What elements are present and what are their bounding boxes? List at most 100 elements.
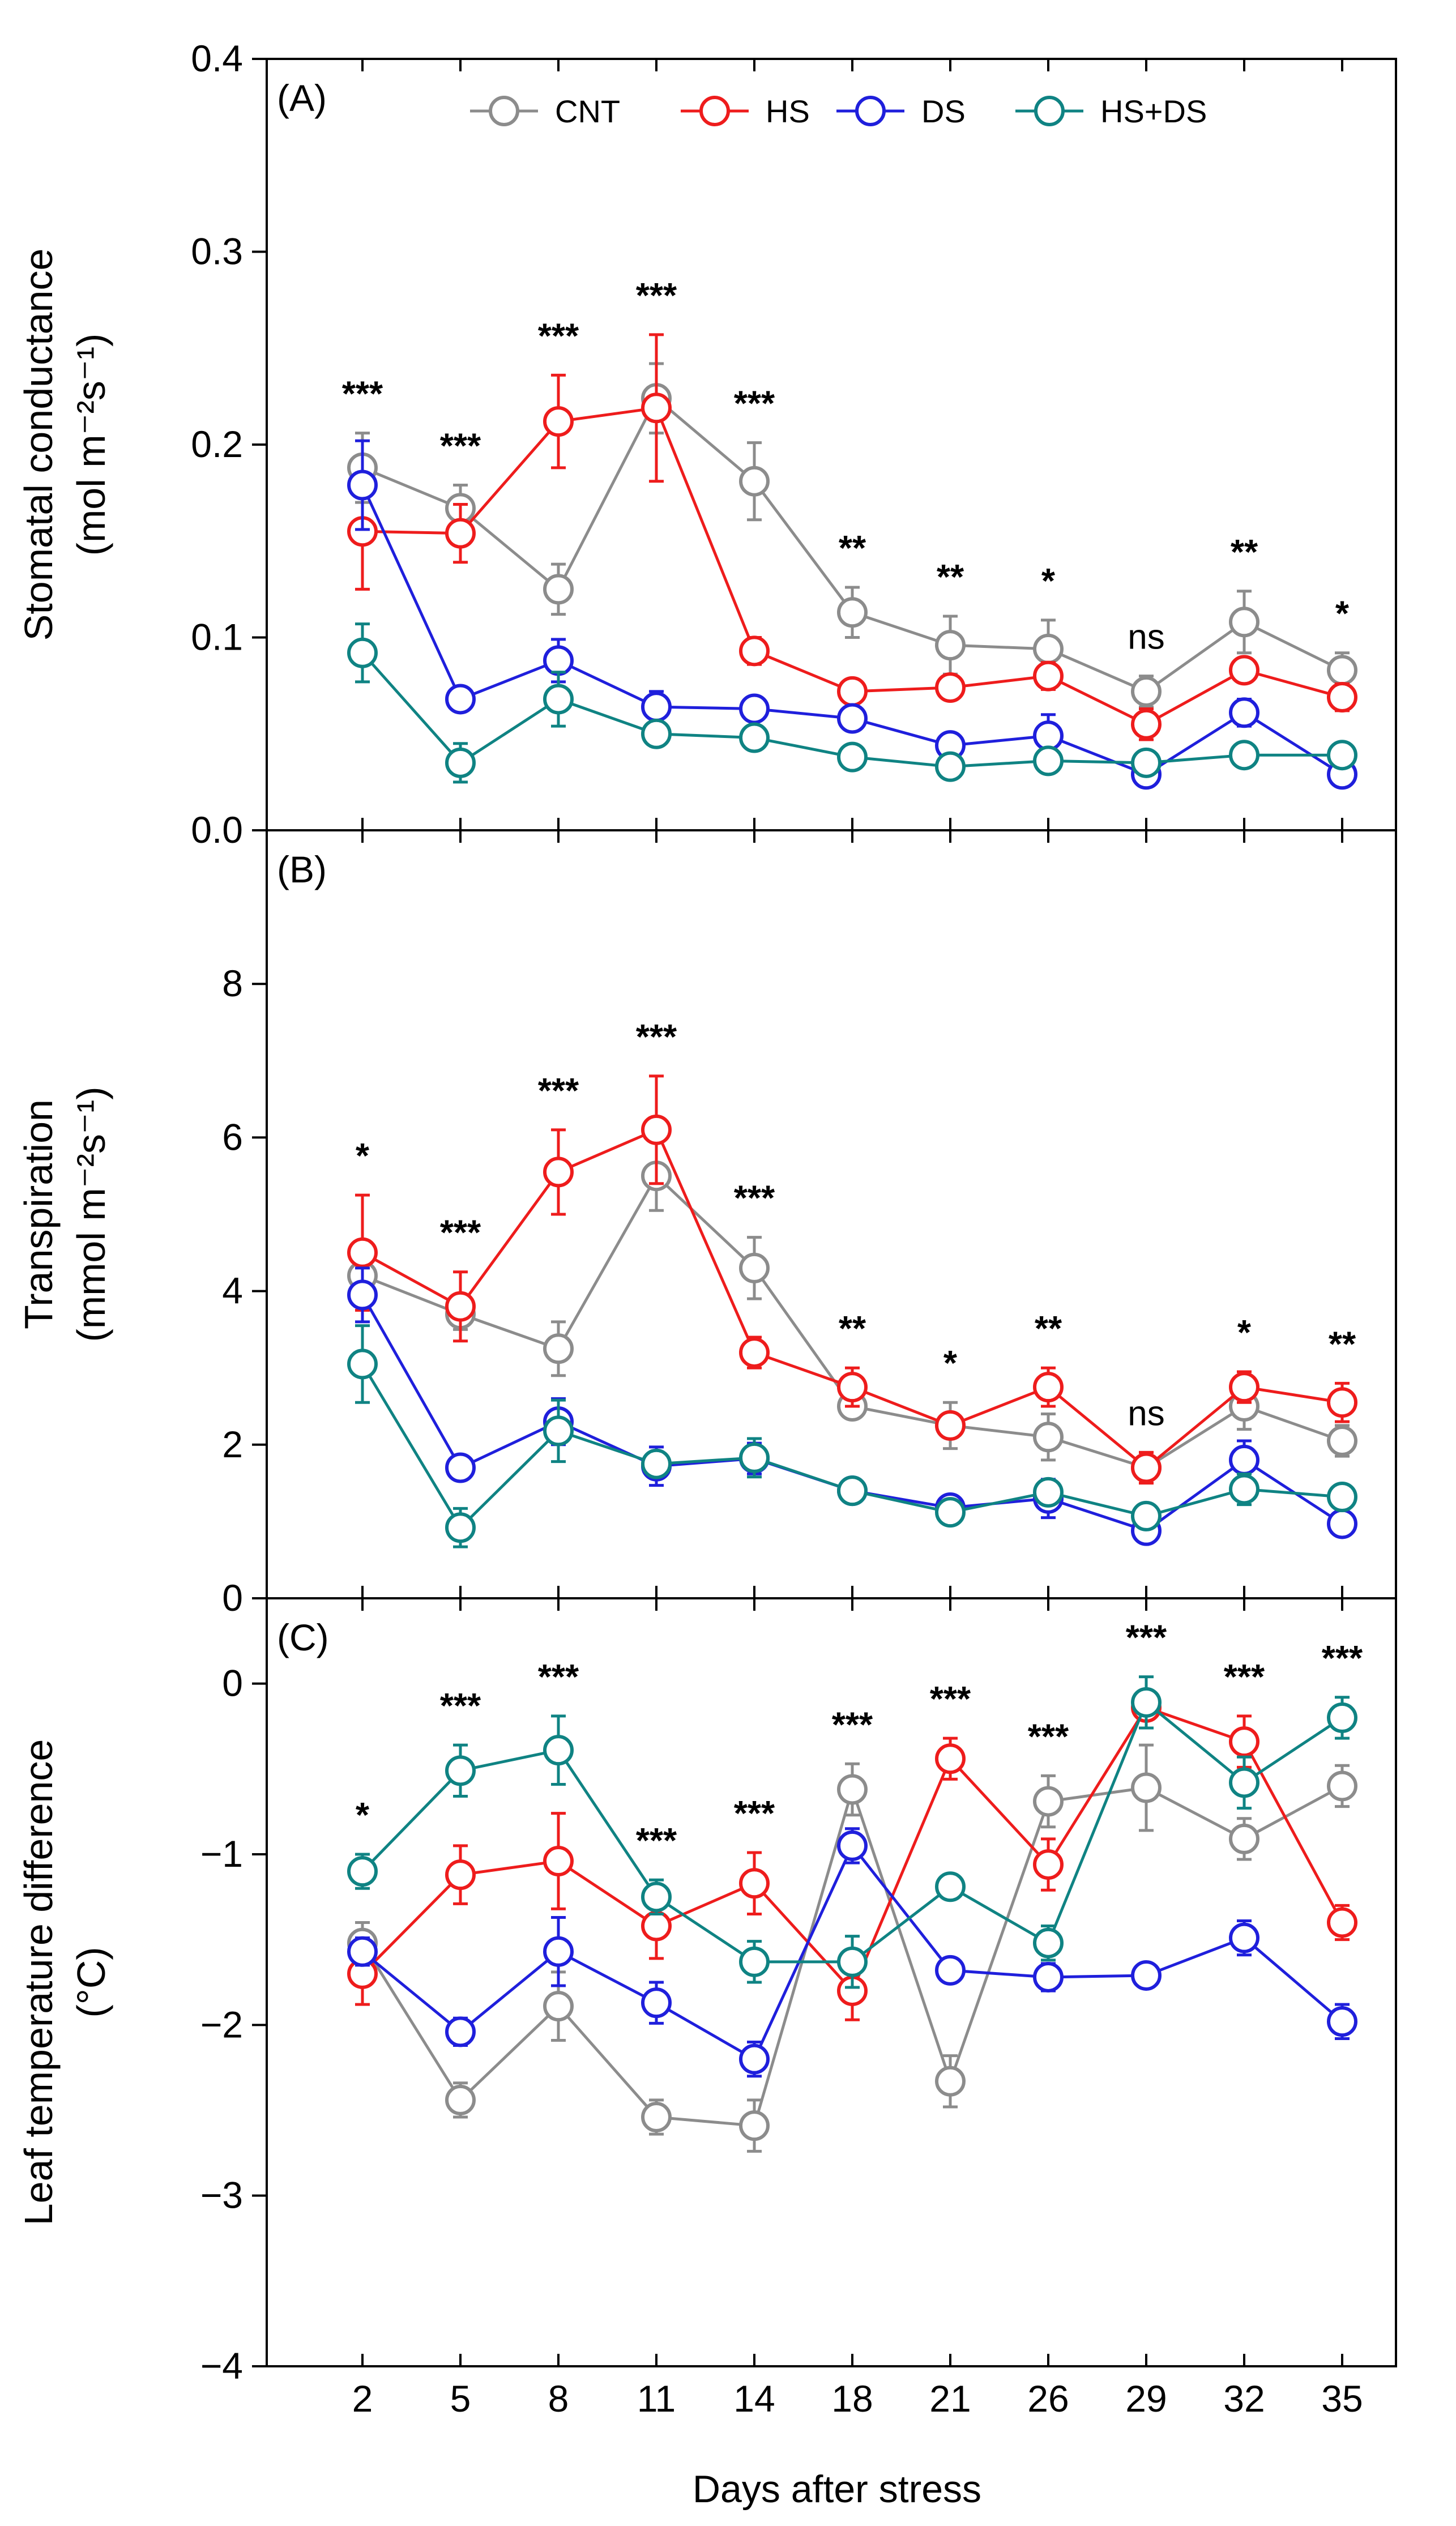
- data-point: [935, 1743, 966, 1774]
- significance-label: ***: [538, 1658, 579, 1697]
- data-point: [641, 1881, 672, 1913]
- legend-item-HS: HS: [681, 93, 810, 129]
- data-point: [739, 2110, 770, 2141]
- y-tick-label: 0: [222, 1662, 243, 1704]
- significance-label: *: [1335, 595, 1350, 634]
- y-axis-units: (mmol m⁻²s⁻¹): [69, 1086, 113, 1342]
- data-point: [1033, 1372, 1064, 1403]
- series-HS: [347, 333, 1357, 741]
- data-point: [347, 637, 378, 668]
- data-point: [445, 1859, 476, 1891]
- significance-label: ***: [538, 1072, 579, 1111]
- data-point: [445, 1755, 476, 1786]
- data-point: [1327, 1387, 1357, 1418]
- data-point: [543, 1991, 574, 2022]
- data-point: [543, 1333, 574, 1364]
- data-point: [837, 1475, 868, 1507]
- data-point: [1131, 1687, 1162, 1718]
- data-point: [445, 684, 476, 715]
- y-axis-title: Transpiration: [16, 1099, 61, 1329]
- y-tick-label: −1: [200, 1833, 243, 1875]
- data-point: [837, 703, 868, 734]
- panel-2: −4 −3 −2 −1 0 (C) Leaf temperature difference(…: [16, 1597, 1397, 2387]
- legend-marker: [1034, 96, 1065, 126]
- x-tick-label: 14: [733, 2378, 775, 2420]
- data-point: [1131, 747, 1162, 778]
- data-point: [1033, 1849, 1064, 1880]
- legend-label: DS: [921, 93, 966, 129]
- data-point: [1229, 1726, 1259, 1757]
- data-point: [445, 2084, 476, 2115]
- data-point: [935, 630, 966, 661]
- data-point: [1327, 1770, 1357, 1802]
- data-point: [347, 1279, 378, 1311]
- significance-label: ***: [734, 1179, 775, 1218]
- data-point: [837, 1372, 868, 1403]
- x-tick-label: 21: [929, 2378, 971, 2420]
- significance-label: **: [937, 558, 964, 597]
- x-tick-label: 2: [352, 2378, 373, 2420]
- data-point: [1229, 740, 1259, 771]
- data-point: [1131, 1452, 1162, 1483]
- y-axis-units: (°C): [69, 1947, 113, 2017]
- data-point: [347, 1936, 378, 1967]
- significance-label: ***: [636, 276, 677, 315]
- data-point: [739, 1442, 770, 1473]
- significance-label: *: [1041, 562, 1056, 601]
- data-point: [1131, 709, 1162, 740]
- x-axis-title: Days after stress: [693, 2468, 981, 2511]
- significance-label: ***: [1126, 1619, 1167, 1658]
- y-tick-label: 0.4: [191, 37, 243, 79]
- data-point: [1327, 1508, 1357, 1539]
- series-DS: [347, 439, 1357, 790]
- data-point: [1131, 1772, 1162, 1803]
- data-point: [543, 1735, 574, 1766]
- data-point: [837, 1774, 868, 1805]
- data-point: [1033, 1422, 1064, 1453]
- y-tick-label: −2: [200, 2003, 243, 2045]
- data-point: [1033, 745, 1064, 776]
- series-HS+DS: [347, 1324, 1357, 1548]
- x-tick-label: 29: [1125, 2378, 1167, 2420]
- significance-label: ***: [440, 1687, 481, 1726]
- data-point: [935, 1497, 966, 1528]
- data-point: [641, 1114, 672, 1145]
- series-HS: [347, 1074, 1357, 1485]
- data-point: [935, 2066, 966, 2097]
- significance-label: ***: [930, 1680, 971, 1719]
- data-point: [1033, 1477, 1064, 1508]
- y-tick-label: 0.1: [191, 616, 243, 658]
- data-point: [1327, 682, 1357, 713]
- y-tick-label: 0: [222, 1577, 243, 1619]
- data-point: [837, 597, 868, 628]
- data-point: [935, 672, 966, 703]
- x-tick-label: 26: [1027, 2378, 1069, 2420]
- y-axis-title: Leaf temperature difference: [16, 1739, 61, 2226]
- data-point: [739, 1946, 770, 1977]
- data-point: [445, 747, 476, 778]
- data-point: [445, 1512, 476, 1543]
- data-point: [1229, 607, 1259, 638]
- x-tick-label: 5: [450, 2378, 471, 2420]
- data-point: [1131, 1960, 1162, 1991]
- panel-frame: [266, 1597, 1397, 2367]
- series-DS: [347, 1827, 1357, 2078]
- data-point: [641, 1987, 672, 2019]
- data-point: [543, 1936, 574, 1967]
- panel-label: (B): [277, 848, 327, 890]
- data-point: [1327, 1702, 1357, 1733]
- panels: 0.00.10.20.30.4(A)Stomatal conductance (m…: [16, 37, 1397, 2387]
- data-point: [1229, 1922, 1259, 1953]
- legend-marker: [699, 96, 730, 126]
- significance-label: ***: [832, 1705, 873, 1744]
- data-point: [1033, 1961, 1064, 1992]
- y-tick-label: −3: [200, 2174, 243, 2216]
- data-point: [739, 2043, 770, 2075]
- data-point: [641, 692, 672, 723]
- significance-label: ***: [636, 1018, 677, 1057]
- legend-item-CNT: CNT: [470, 93, 620, 129]
- data-point: [1229, 655, 1259, 686]
- data-point: [837, 1946, 868, 1977]
- legend-label: CNT: [555, 93, 620, 129]
